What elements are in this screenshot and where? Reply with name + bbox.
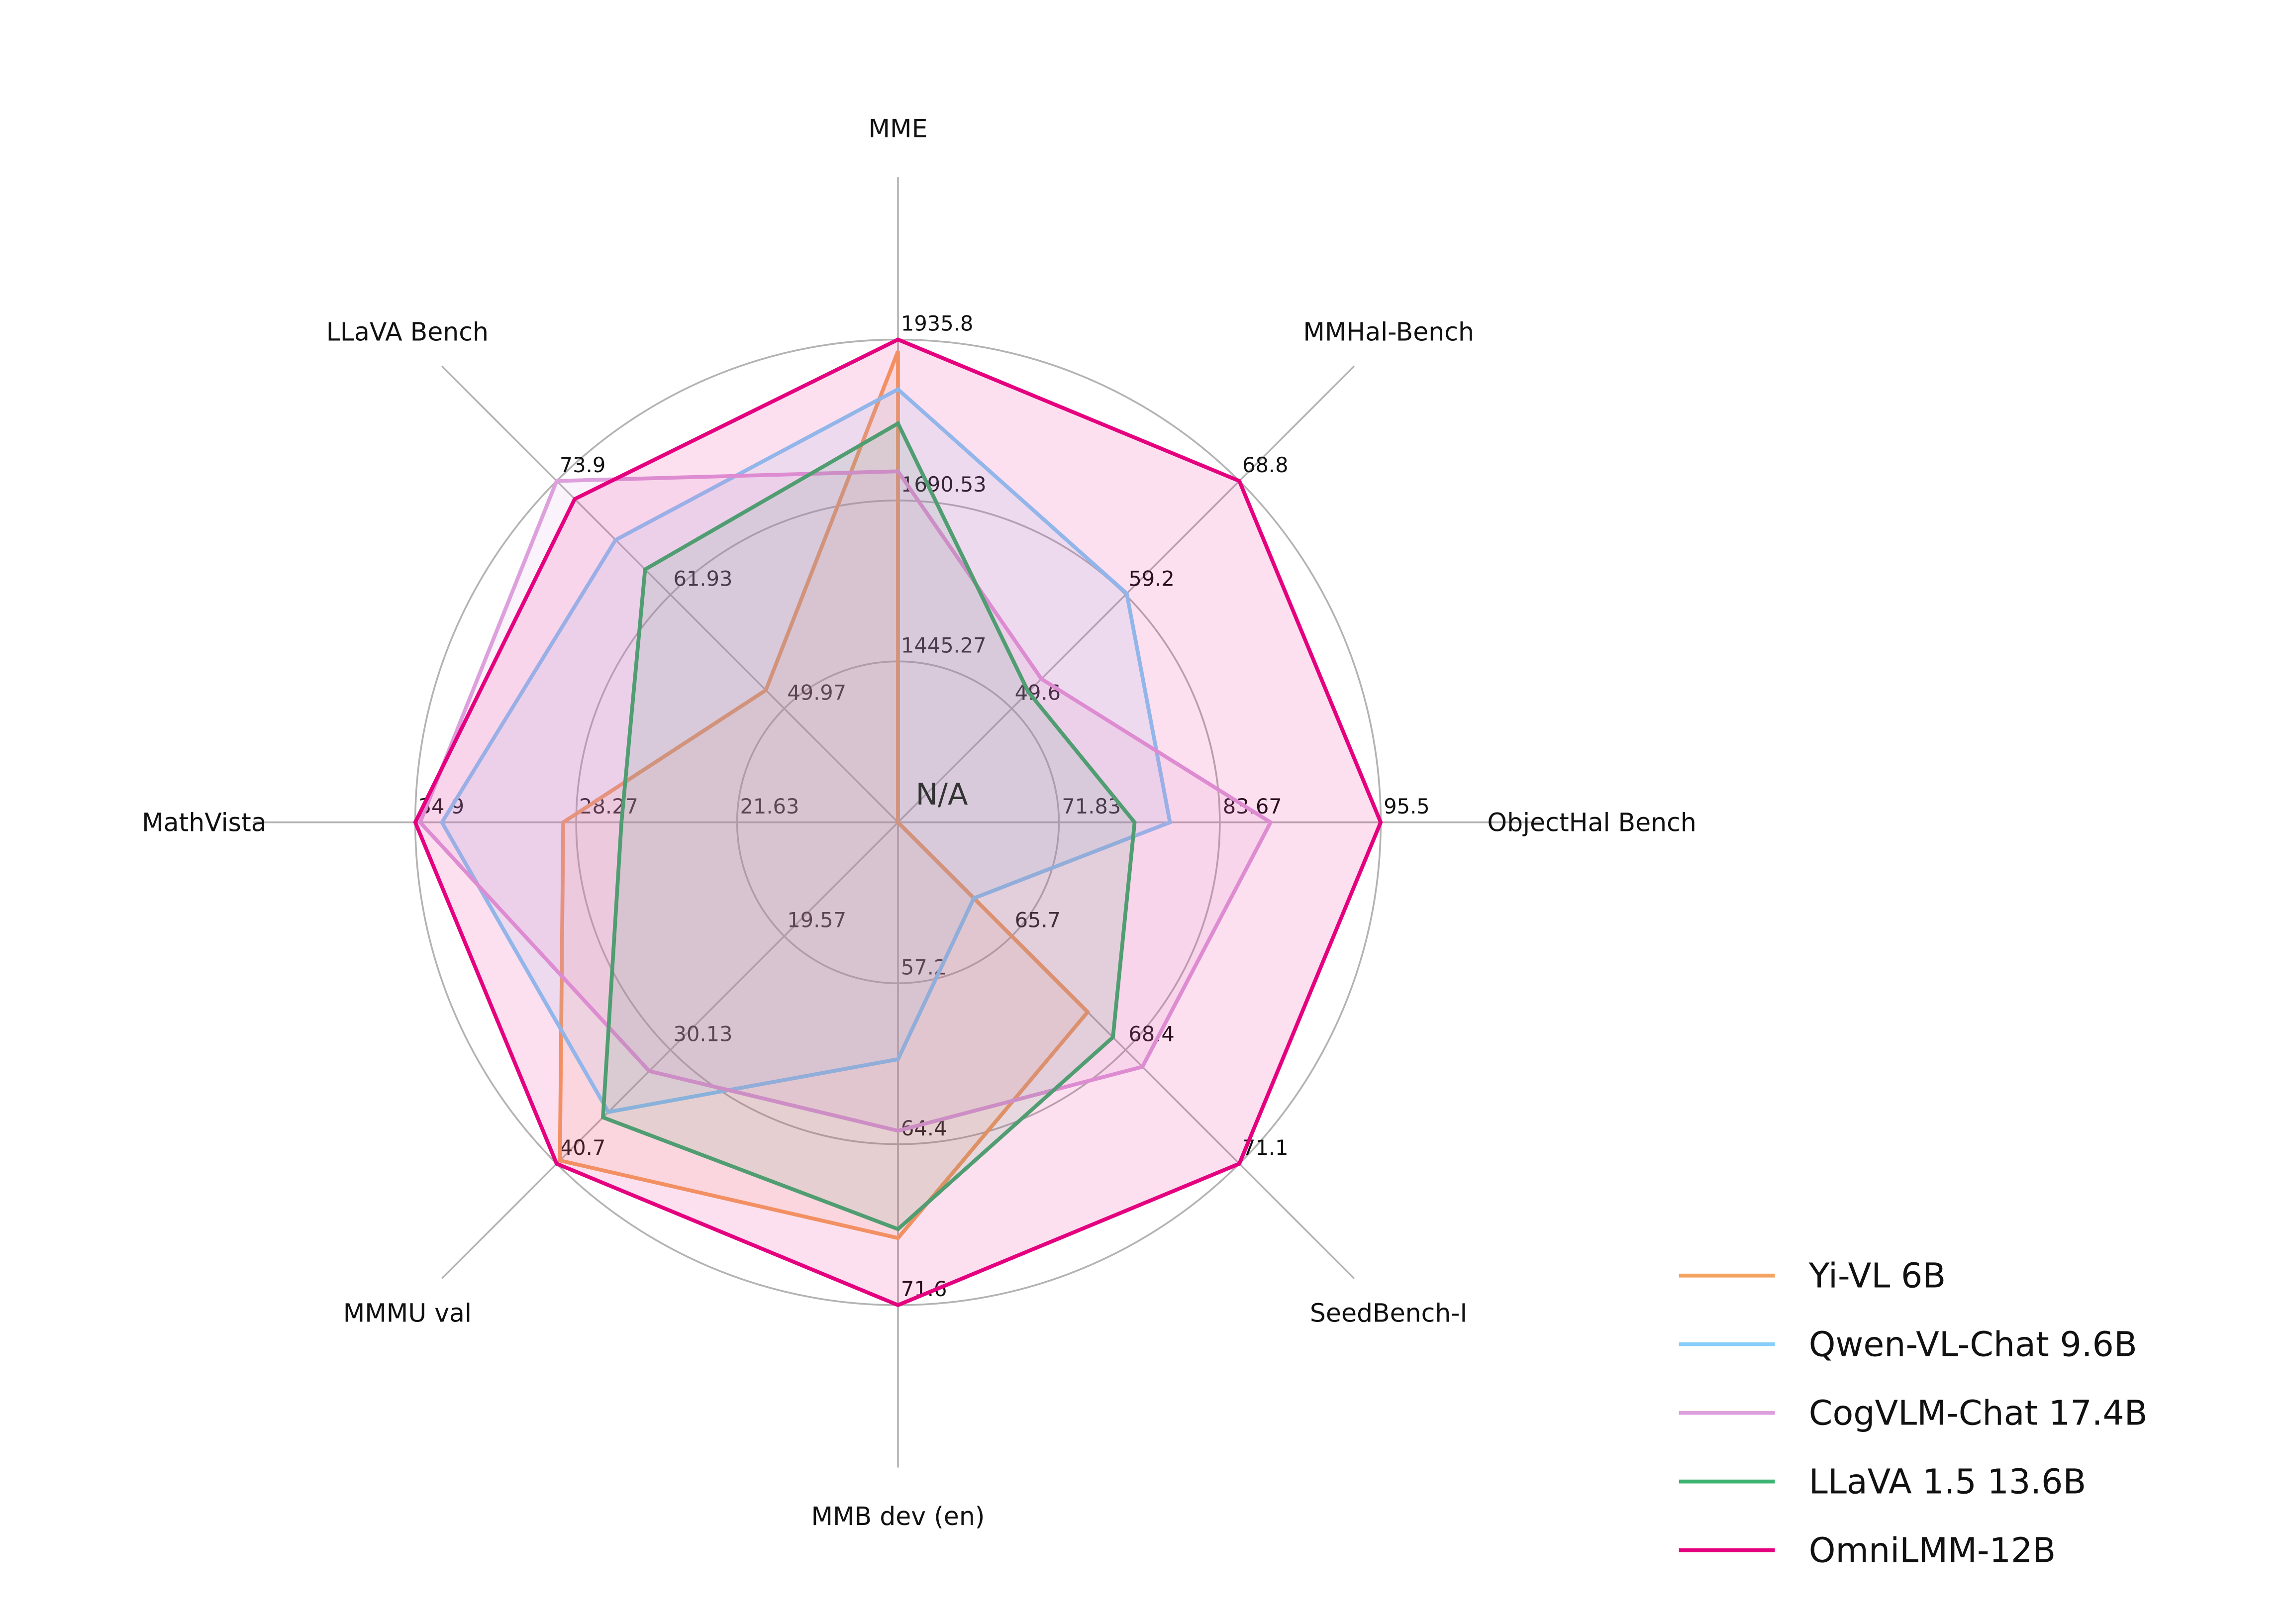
- axis-line: [441, 365, 899, 823]
- axis-label: SeedBench-I: [1310, 1299, 1467, 1328]
- tick-label: 1935.8: [901, 311, 973, 336]
- tick-label: 95.5: [1384, 794, 1429, 818]
- tick-label: 49.97: [787, 680, 846, 705]
- axis-label: ObjectHal Bench: [1487, 808, 1696, 837]
- series-polygon-0: [558, 350, 1091, 1240]
- na-annotation: N/A: [916, 777, 968, 812]
- axis-label: MathVista: [142, 808, 267, 837]
- tick-label: 68.4: [1128, 1021, 1174, 1046]
- axis-labels: MME MMHal-Bench ObjectHal Bench SeedBench-I…: [142, 114, 1696, 1531]
- tick-label: 1445.27: [901, 633, 987, 658]
- tick-label: 59.2: [1128, 567, 1174, 591]
- tick-label: 73.9: [560, 453, 605, 477]
- tick-label: 30.13: [674, 1021, 733, 1046]
- tick-label: 1690.53: [901, 472, 987, 497]
- tick-label: 65.7: [1015, 908, 1061, 932]
- legend-entry: LLaVA 1.5 13.6B: [1809, 1462, 2086, 1502]
- legend-entry: Yi-VL 6B: [1808, 1256, 1946, 1296]
- axis-label: MMMU val: [343, 1299, 472, 1328]
- legend-entry: CogVLM-Chat 17.4B: [1809, 1394, 2148, 1433]
- axis-label: MME: [869, 114, 928, 143]
- axis-label: MMB dev (en): [811, 1502, 985, 1531]
- tick-label: 71.83: [1062, 794, 1121, 818]
- legend-entry: OmniLMM-12B: [1809, 1531, 2056, 1570]
- legend-entry: Qwen-VL-Chat 9.6B: [1809, 1325, 2137, 1364]
- axis-label: MMHal-Bench: [1303, 317, 1474, 346]
- legend: Yi-VL 6B Qwen-VL-Chat 9.6B CogVLM-Chat 17.…: [1679, 1256, 2148, 1570]
- tick-label: 21.63: [740, 794, 799, 818]
- tick-label: 61.93: [674, 567, 733, 591]
- series-polygons: [413, 337, 1383, 1308]
- tick-label: 40.7: [560, 1135, 605, 1160]
- axis-line: [441, 821, 899, 1279]
- tick-label: 68.8: [1242, 453, 1288, 477]
- tick-label: 19.57: [787, 908, 846, 932]
- axis-label: LLaVA Bench: [326, 317, 489, 346]
